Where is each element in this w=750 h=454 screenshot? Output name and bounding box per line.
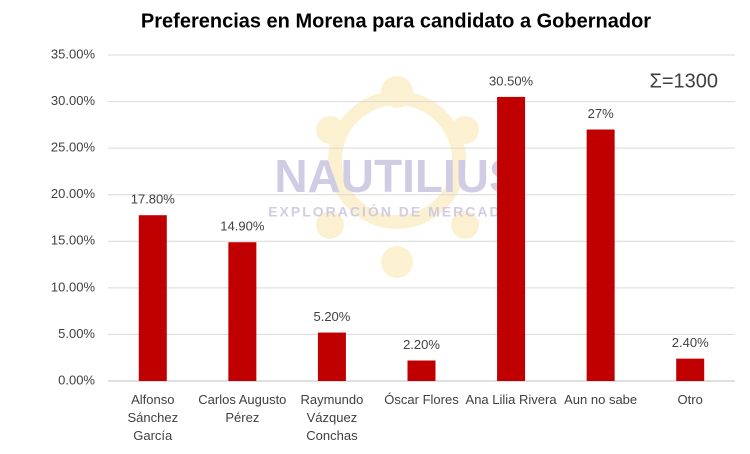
x-tick-label: Raymundo Vázquez Conchas <box>300 392 364 443</box>
watermark-dot <box>316 116 344 144</box>
annotation: Σ=1300 <box>649 70 718 92</box>
value-label: 30.50% <box>489 73 534 88</box>
bar <box>407 360 436 381</box>
y-tick-label: 10.00% <box>51 279 96 294</box>
x-tick-label: Otro <box>677 392 703 407</box>
x-tick-label: Carlos Augusto Pérez <box>198 392 287 425</box>
watermark-dot <box>451 211 479 239</box>
bar <box>586 129 615 381</box>
y-tick-label: 30.00% <box>51 93 96 108</box>
y-tick-label: 0.00% <box>58 372 95 387</box>
value-label: 14.90% <box>220 219 265 234</box>
watermark-subtitle: EXPLORACIÓN DE MERCADOS <box>268 203 526 220</box>
watermark-dot <box>451 116 479 144</box>
x-tick-label: Alfonso Sánchez García <box>127 392 179 443</box>
y-tick-label: 35.00% <box>51 46 96 61</box>
bar <box>317 332 346 381</box>
y-tick-label: 5.00% <box>58 326 95 341</box>
value-label: 17.80% <box>131 192 176 207</box>
watermark: NAUTILIUS EXPLORACIÓN DE MERCADOS <box>268 76 526 278</box>
value-label: 5.20% <box>313 309 350 324</box>
value-label: 2.40% <box>672 335 709 350</box>
watermark-dot <box>381 246 413 278</box>
value-label: 27% <box>588 106 614 121</box>
bar <box>676 358 705 381</box>
x-tick-label: Aun no sabe <box>564 392 638 407</box>
watermark-dot <box>381 76 413 108</box>
chart-title: Preferencias en Morena para candidato a … <box>141 10 651 32</box>
watermark-ring <box>328 91 466 229</box>
bar <box>138 215 167 381</box>
y-tick-label: 25.00% <box>51 140 96 155</box>
bar <box>497 96 526 382</box>
x-tick-label: Ana Lilia Rivera <box>465 392 557 407</box>
x-tick-label: Óscar Flores <box>384 392 459 407</box>
y-tick-label: 15.00% <box>51 233 96 248</box>
watermark-title: NAUTILIUS <box>274 150 519 202</box>
value-label: 2.20% <box>403 337 440 352</box>
watermark-dot <box>316 211 344 239</box>
y-tick-label: 20.00% <box>51 186 96 201</box>
bar <box>228 242 257 381</box>
